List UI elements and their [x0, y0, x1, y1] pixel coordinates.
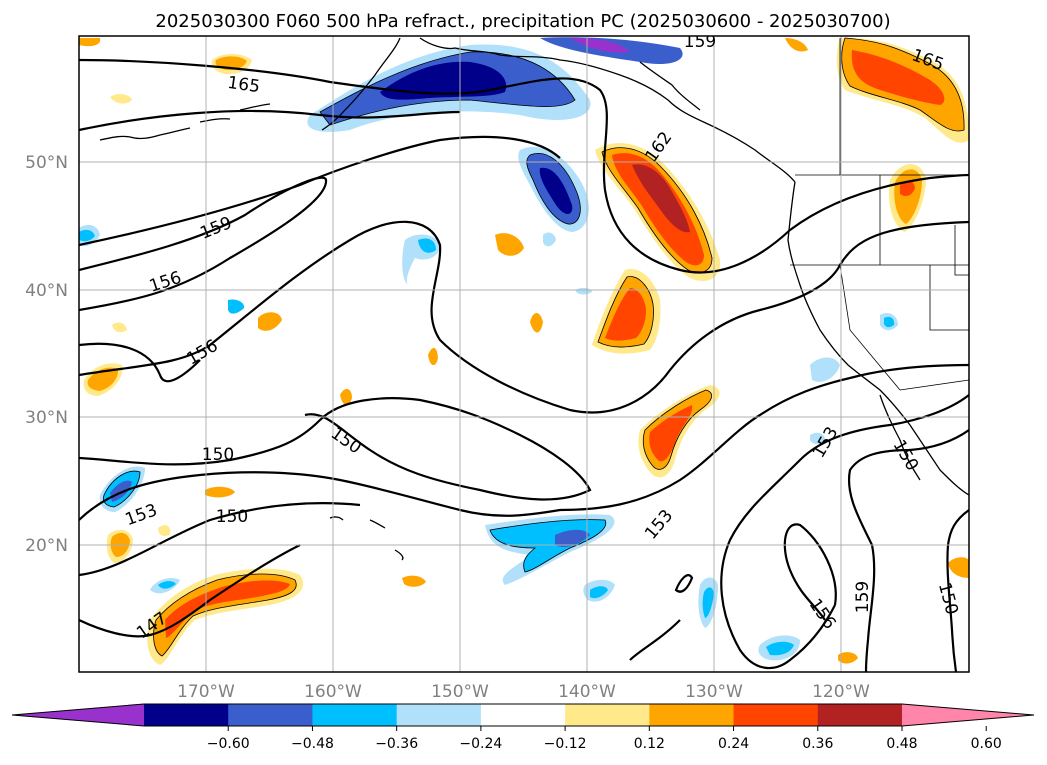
lat-label-20n: 20°N [25, 536, 68, 556]
colorbar-bin [649, 704, 735, 726]
coastlines [99, 37, 969, 561]
colorbar-extend-low [12, 704, 144, 726]
map-panel: 165 165 159 162 159 156 156 150 150 153 … [78, 32, 970, 673]
colorbar-tick-label: 0.60 [971, 736, 1002, 752]
lon-label-130w: 130°W [685, 682, 743, 702]
contour-label: 159 [684, 32, 716, 52]
colorbar-tick-label: −0.12 [544, 736, 587, 752]
colorbar-tick-label: 0.36 [802, 736, 833, 752]
figure-title: 2025030300 F060 500 hPa refract., precip… [155, 11, 890, 32]
graticule [79, 36, 969, 672]
geopotential-contours [79, 58, 969, 672]
colorbar-extend-high [902, 704, 1034, 726]
colorbar-tick-label: 0.12 [634, 736, 665, 752]
lon-label-170w: 170°W [177, 682, 235, 702]
colorbar: −0.60 −0.48 −0.36 −0.24 −0.12 0.12 0.24 0.36 0.4… [11, 703, 1035, 752]
precip-outlines [103, 37, 965, 657]
colorbar-outline [11, 703, 1035, 727]
colorbar-tick-label: −0.48 [291, 736, 334, 752]
latitude-labels: 50°N 40°N 30°N 20°N [25, 153, 68, 556]
colorbar-bin [480, 704, 566, 726]
political-borders [790, 38, 969, 391]
contour-label: 150 [202, 445, 234, 465]
lat-label-30n: 30°N [25, 408, 68, 428]
colorbar-tick-label: −0.60 [207, 736, 250, 752]
colorbar-bin [565, 704, 650, 726]
lon-label-160w: 160°W [304, 682, 362, 702]
colorbar-bin [396, 704, 482, 726]
colorbar-tick-label: 0.48 [886, 736, 917, 752]
contour-label: 159 [853, 581, 873, 613]
colorbar-tick-label: 0.24 [718, 736, 749, 752]
colorbar-bin [733, 704, 819, 726]
lon-label-120w: 120°W [812, 682, 870, 702]
colorbar-bin [144, 704, 229, 726]
colorbar-bin [228, 704, 313, 726]
lon-label-150w: 150°W [431, 682, 489, 702]
colorbar-bin [312, 704, 398, 726]
map-frame [78, 35, 970, 673]
precip-shading [79, 37, 969, 665]
lon-label-140w: 140°W [558, 682, 616, 702]
lat-label-50n: 50°N [25, 153, 68, 173]
colorbar-tick-label: −0.36 [375, 736, 418, 752]
contour-label: 165 [226, 73, 261, 97]
colorbar-tick-label: −0.24 [459, 736, 502, 752]
longitude-labels: 170°W 160°W 150°W 140°W 130°W 120°W [177, 682, 870, 702]
contour-label: 150 [216, 507, 248, 527]
colorbar-bin [817, 704, 903, 726]
lat-label-40n: 40°N [25, 281, 68, 301]
